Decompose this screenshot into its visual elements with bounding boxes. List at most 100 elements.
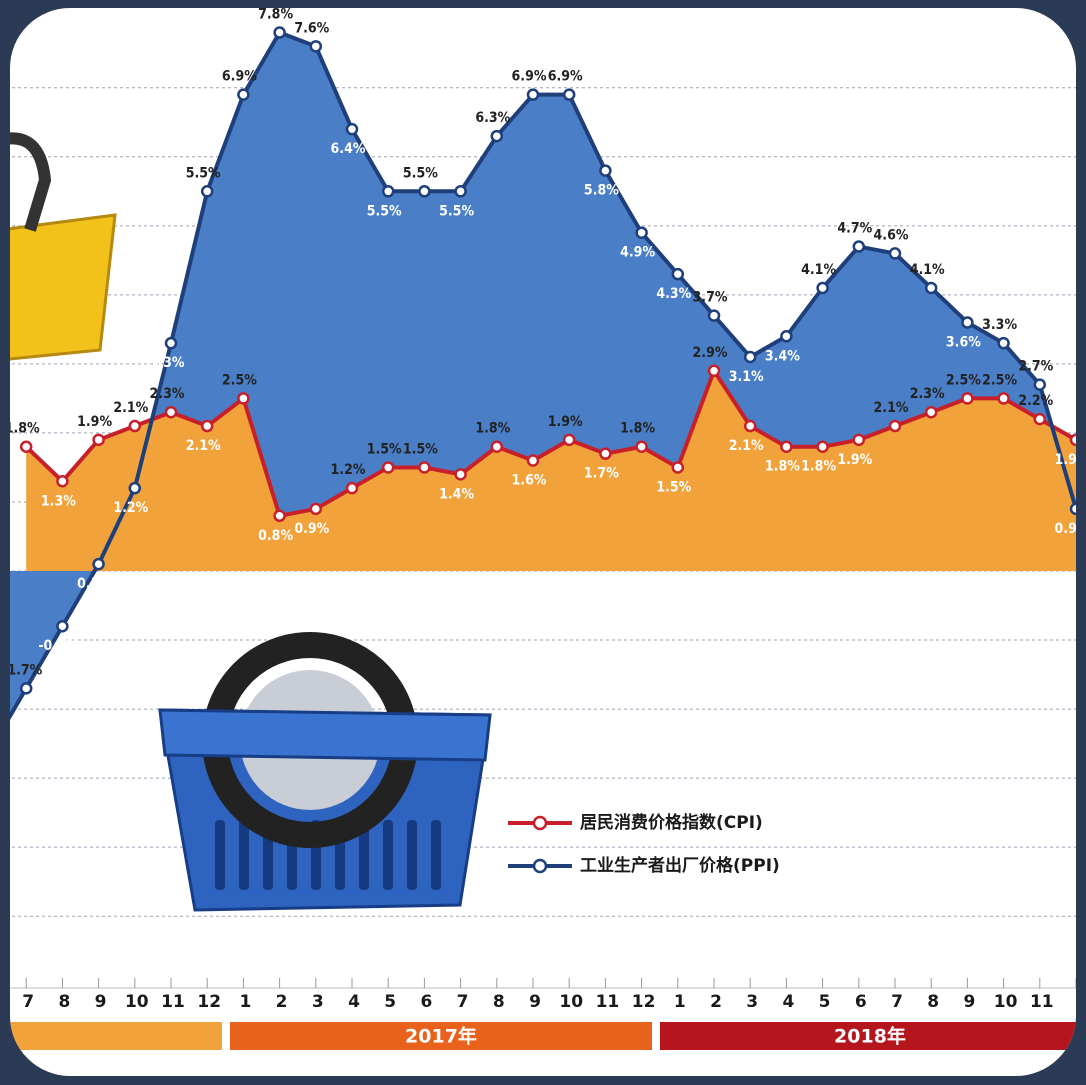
- value-label: 2.2%: [1018, 393, 1053, 409]
- value-label: 4.7%: [837, 221, 872, 237]
- value-label: 2.9%: [693, 345, 728, 361]
- x-tick-label: 6: [855, 992, 867, 1012]
- point: [854, 242, 864, 252]
- value-label: 1.7%: [584, 466, 619, 482]
- value-label: 3.6%: [946, 334, 981, 350]
- point: [781, 442, 791, 452]
- x-tick-label: 6: [420, 992, 432, 1012]
- point: [492, 131, 502, 141]
- value-label: 4.9%: [620, 245, 655, 261]
- x-tick-label: 5: [819, 992, 831, 1012]
- basket-slot: [215, 820, 225, 890]
- value-label: 2.3%: [910, 386, 945, 402]
- point: [202, 421, 212, 431]
- basket-slot: [383, 820, 393, 890]
- point: [166, 407, 176, 417]
- value-label: 2.5%: [222, 372, 257, 388]
- point: [600, 166, 610, 176]
- x-tick-label: 9: [963, 992, 975, 1012]
- value-label: 1.9%: [77, 414, 112, 430]
- point: [275, 28, 285, 38]
- x-tick-label: 5: [384, 992, 396, 1012]
- point: [1035, 414, 1045, 424]
- value-label: 3.1%: [729, 369, 764, 385]
- point: [94, 435, 104, 445]
- point: [238, 90, 248, 100]
- value-label: 2.3%: [150, 386, 185, 402]
- point: [130, 483, 140, 493]
- value-label: 2.5%: [982, 372, 1017, 388]
- point: [926, 283, 936, 293]
- x-tick-label: 10: [559, 992, 583, 1012]
- point: [94, 559, 104, 569]
- point: [999, 393, 1009, 403]
- point: [275, 511, 285, 521]
- basket-slot: [239, 820, 249, 890]
- value-label: 1.8%: [765, 459, 800, 475]
- x-tick-label: 11: [1030, 992, 1054, 1012]
- point: [781, 331, 791, 341]
- point: [419, 462, 429, 472]
- value-label: 6.9%: [222, 69, 257, 85]
- value-label: 4.6%: [874, 227, 909, 243]
- value-label: 2.1%: [874, 400, 909, 416]
- legend-marker: [534, 860, 546, 872]
- point: [890, 421, 900, 431]
- value-label: 1.5%: [656, 479, 691, 495]
- point: [528, 90, 538, 100]
- value-label: 1.3%: [41, 493, 76, 509]
- value-label: 4.1%: [801, 262, 836, 278]
- point: [962, 393, 972, 403]
- basket-slot: [407, 820, 417, 890]
- x-tick-label: 8: [493, 992, 505, 1012]
- point: [818, 442, 828, 452]
- point: [456, 186, 466, 196]
- point: [238, 393, 248, 403]
- value-label: 1.9%: [548, 414, 583, 430]
- value-label: 5.5%: [367, 203, 402, 219]
- point: [456, 469, 466, 479]
- point: [890, 248, 900, 258]
- x-tick-label: 10: [994, 992, 1018, 1012]
- point: [745, 421, 755, 431]
- point: [57, 621, 67, 631]
- point: [854, 435, 864, 445]
- point: [347, 124, 357, 134]
- point: [492, 442, 502, 452]
- value-label: 7.8%: [258, 7, 293, 23]
- x-tick-label: 2: [276, 992, 288, 1012]
- value-label: 7.6%: [294, 20, 329, 36]
- point: [564, 90, 574, 100]
- year-label: 2018年: [834, 1025, 906, 1048]
- value-label: 1.8%: [475, 421, 510, 437]
- point: [709, 366, 719, 376]
- x-tick-label: 3: [746, 992, 758, 1012]
- x-tick-label: 7: [457, 992, 469, 1012]
- value-label: 5.5%: [439, 203, 474, 219]
- value-label: 0.1%: [77, 576, 112, 592]
- value-label: 0.8%: [258, 528, 293, 544]
- legend-marker: [534, 817, 546, 829]
- point: [564, 435, 574, 445]
- x-tick-label: 7: [891, 992, 903, 1012]
- x-tick-label: 8: [927, 992, 939, 1012]
- point: [130, 421, 140, 431]
- point: [709, 311, 719, 321]
- year-label: 2017年: [405, 1025, 477, 1048]
- value-label: 3.3%: [982, 317, 1017, 333]
- value-label: 2.1%: [113, 400, 148, 416]
- value-label: 1.2%: [331, 462, 366, 478]
- value-label: -0.8%: [38, 638, 79, 654]
- value-label: 1.5%: [367, 441, 402, 457]
- x-tick-label: 8: [58, 992, 70, 1012]
- value-label: 5.5%: [186, 165, 221, 181]
- basket-rim: [160, 710, 490, 760]
- x-tick-label: 2: [710, 992, 722, 1012]
- point: [600, 449, 610, 459]
- x-tick-label: 12: [632, 992, 656, 1012]
- value-label: 6.4%: [331, 141, 366, 157]
- x-tick-label: 9: [95, 992, 107, 1012]
- year-band: [0, 1022, 222, 1050]
- value-label: 1.8%: [801, 459, 836, 475]
- x-tick-label: 7: [22, 992, 34, 1012]
